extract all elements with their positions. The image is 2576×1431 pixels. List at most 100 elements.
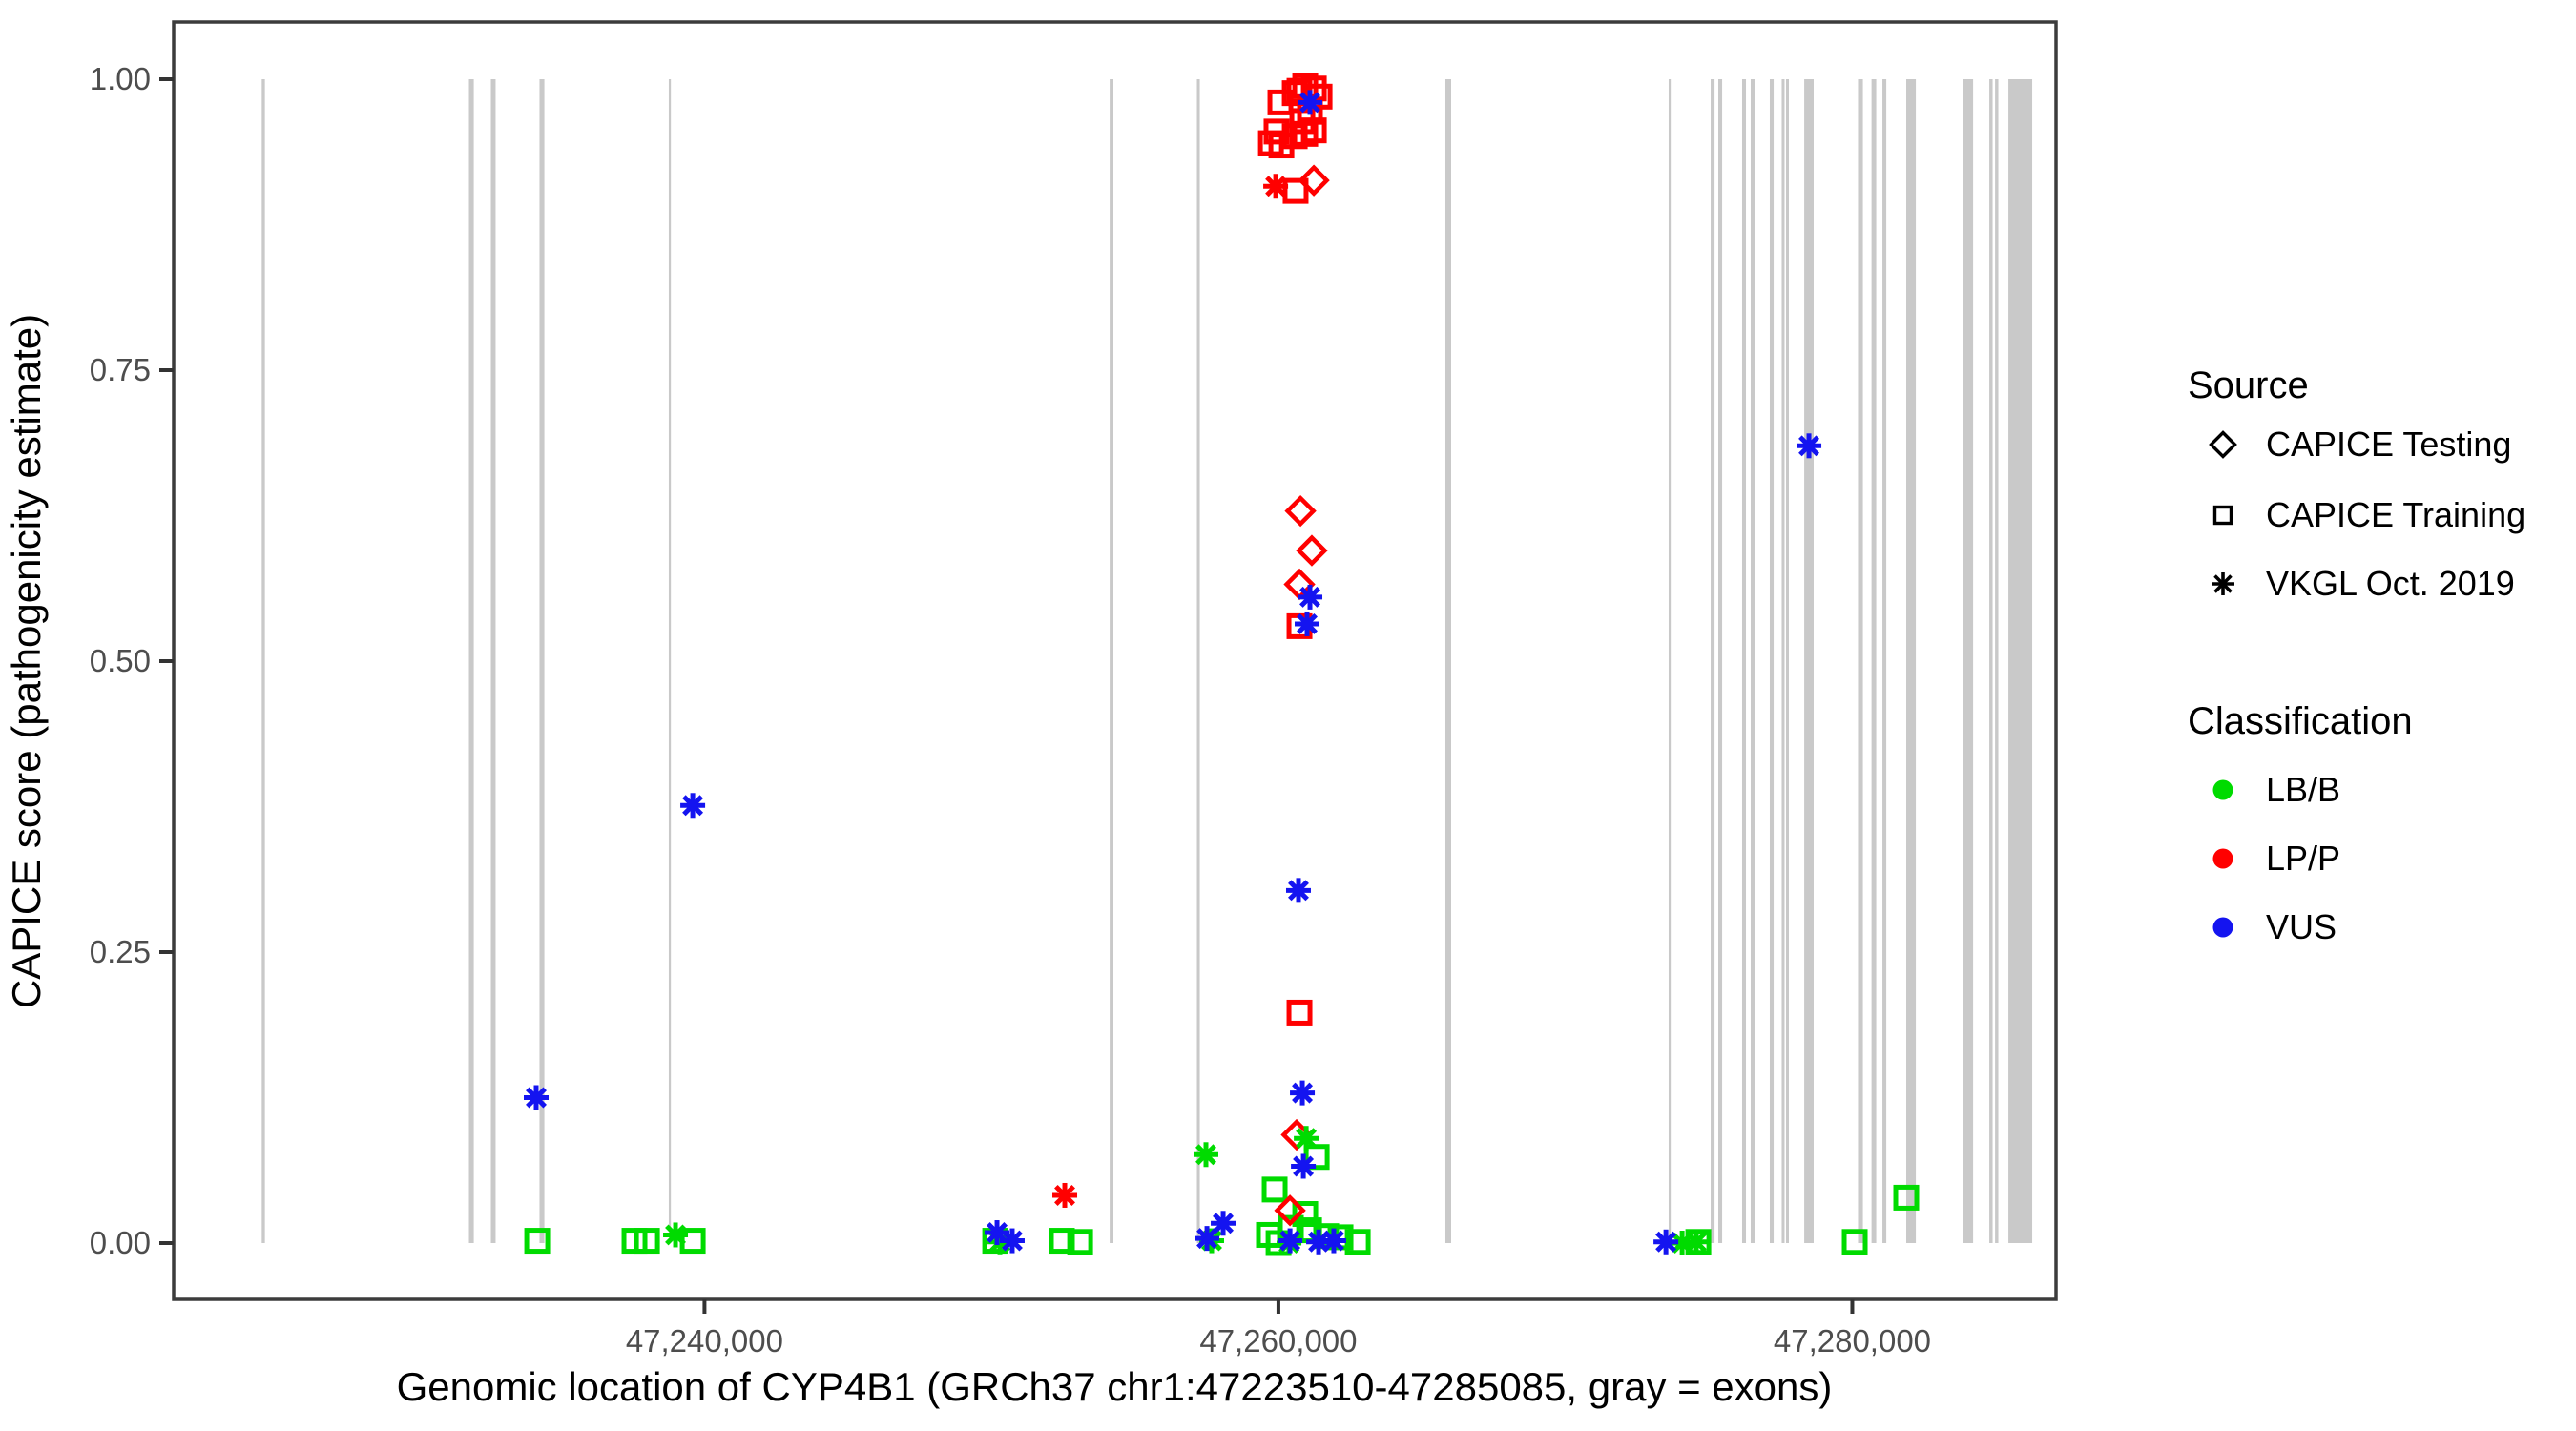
exon-bar (1668, 79, 1672, 1243)
data-point (1344, 1229, 1371, 1255)
legend-classification-title: Classification (2188, 700, 2413, 742)
data-point (999, 1228, 1025, 1254)
data-point (524, 1085, 550, 1110)
data-point (1193, 1142, 1218, 1168)
y-axis-title: CAPICE score (pathogenicity estimate) (4, 314, 49, 1008)
exon-bar (1989, 79, 1993, 1243)
green-dot-icon (2212, 779, 2233, 800)
data-point (524, 1228, 551, 1255)
asterisk-icon (2212, 572, 2234, 595)
data-point (1274, 1194, 1306, 1227)
exon-bar (261, 79, 265, 1243)
legend-item-capice-training: CAPICE Training (2202, 494, 2525, 536)
exon-bar (1750, 79, 1755, 1243)
exon-bar (2008, 79, 2033, 1243)
axis-ticks (159, 77, 1855, 1314)
data-point (663, 1222, 689, 1248)
exon-bar (1769, 79, 1775, 1243)
data-point (680, 793, 706, 819)
data-point (1295, 611, 1320, 636)
exon-bar (1711, 79, 1715, 1243)
legend-item-lpp: LP/P (2202, 838, 2340, 880)
diamond-icon (2209, 430, 2237, 459)
square-icon (2212, 505, 2233, 526)
y-tick-label: 0.25 (90, 934, 151, 969)
legend-item-label: LP/P (2266, 839, 2341, 878)
x-axis-title: Genomic location of CYP4B1 (GRCh37 chr1:… (397, 1364, 1833, 1409)
exon-bar (490, 79, 496, 1243)
exon-bar (1196, 79, 1200, 1243)
data-point (1052, 1182, 1078, 1208)
legend-item-label: LB/B (2266, 770, 2341, 809)
legend-item-label: CAPICE Training (2266, 495, 2526, 534)
data-point (1211, 1211, 1236, 1236)
exon-bar (1858, 79, 1863, 1243)
data-point (1303, 1144, 1330, 1171)
data-point (1298, 90, 1323, 115)
data-point (1278, 1228, 1303, 1254)
exon-bar (1741, 79, 1747, 1243)
data-point (1291, 1153, 1317, 1179)
data-point (1653, 1229, 1679, 1255)
exon-bar (1995, 79, 1999, 1243)
legend-item-label: CAPICE Testing (2266, 425, 2512, 464)
data-point (1298, 164, 1330, 197)
legend-item-capice-testing: CAPICE Testing (2202, 424, 2511, 466)
legend-item-lbb: LB/B (2202, 769, 2340, 811)
x-tick-label: 47,240,000 (626, 1323, 783, 1358)
exon-bar (539, 79, 545, 1243)
data-point (1320, 1228, 1346, 1254)
data-point (1797, 433, 1822, 459)
exon-bar (1781, 79, 1785, 1243)
y-tick-label: 0.75 (90, 352, 151, 387)
legend-item-vkgl: VKGL Oct. 2019 (2202, 563, 2515, 605)
data-point (1267, 89, 1294, 115)
exon-bar (1804, 79, 1815, 1243)
exon-bar (1444, 79, 1451, 1243)
x-tick-label: 47,280,000 (1774, 1323, 1931, 1358)
data-point (1683, 1229, 1709, 1255)
data-points (524, 73, 1920, 1256)
data-point (1841, 1229, 1868, 1255)
blue-dot-icon (2212, 917, 2233, 938)
exon-bar (1906, 79, 1917, 1243)
exon-bars (261, 79, 2033, 1243)
data-point (1284, 494, 1317, 528)
exon-bar (1871, 79, 1877, 1243)
data-point (1298, 584, 1323, 610)
data-point (1067, 1229, 1093, 1255)
data-point (1263, 174, 1289, 199)
exon-bar (1110, 79, 1113, 1243)
data-point (1268, 133, 1295, 159)
y-tick-label: 1.00 (90, 61, 151, 96)
data-point (1282, 177, 1309, 204)
data-point (1296, 534, 1328, 567)
exon-bar (1963, 79, 1974, 1243)
exon-bar (468, 79, 474, 1243)
exon-bar (1718, 79, 1723, 1243)
x-tick-label: 47,260,000 (1199, 1323, 1357, 1358)
data-point (634, 1228, 660, 1255)
data-point (1285, 878, 1311, 903)
legend-item-label: VUS (2266, 907, 2337, 946)
data-point (1290, 1080, 1316, 1106)
data-point (1049, 1228, 1075, 1255)
data-point (1261, 1176, 1288, 1203)
legend-source-title: Source (2188, 364, 2309, 406)
data-point (1294, 1126, 1319, 1151)
legend-item-vus: VUS (2202, 906, 2337, 948)
data-point (1286, 999, 1313, 1026)
exon-bar (1882, 79, 1887, 1243)
y-tick-label: 0.00 (90, 1225, 151, 1260)
y-tick-label: 0.50 (90, 643, 151, 678)
data-point (1292, 1201, 1319, 1227)
exon-bar (668, 79, 672, 1243)
data-point (1893, 1184, 1920, 1211)
axis-tick-labels: 47,240,000 47,260,000 47,280,000 0.00 0.25 0.… (90, 61, 1931, 1358)
legend-item-label: VKGL Oct. 2019 (2266, 564, 2515, 603)
data-point (1195, 1226, 1220, 1252)
exon-bar (1785, 79, 1789, 1243)
red-dot-icon (2212, 848, 2233, 869)
